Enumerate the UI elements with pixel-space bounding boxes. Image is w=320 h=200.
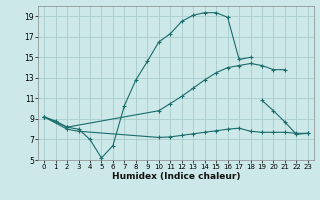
X-axis label: Humidex (Indice chaleur): Humidex (Indice chaleur) bbox=[112, 172, 240, 181]
